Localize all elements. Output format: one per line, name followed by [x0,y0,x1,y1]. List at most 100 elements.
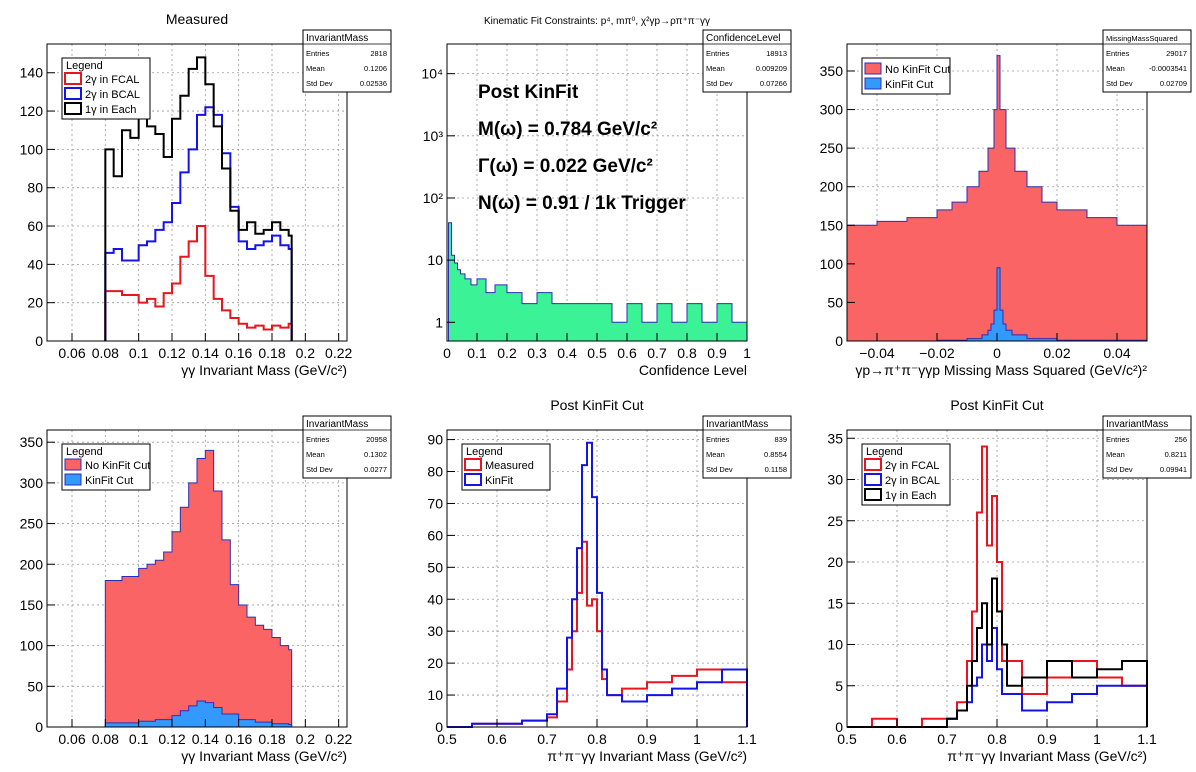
annotation-text: Post KinFit [478,82,579,103]
y-tick-label: 20 [427,655,443,671]
y-tick-label: 0 [835,333,843,349]
x-axis-label: π⁺π⁻γγ Invariant Mass (GeV/c²) [547,748,747,764]
y-tick-label: 10³ [423,128,444,144]
legend-label: No KinFit Cut [885,64,950,76]
x-tick-label: 0.8 [587,731,607,747]
y-tick-label: 25 [827,513,843,529]
y-tick-label: 200 [820,179,844,195]
y-tick-label: 350 [20,434,44,450]
y-tick-label: 10 [427,687,443,703]
stats-value: 839 [774,435,787,444]
y-tick-label: 60 [27,218,43,234]
annotation-text: Γ(ω) = 0.022 GeV/c² [478,156,653,177]
legend-label: No KinFit Cut [85,460,150,472]
x-axis-label: γp→π⁺π⁻γγp Missing Mass Squared (GeV/c²)… [855,362,1147,378]
legend-swatch [864,488,882,501]
x-tick-label: 0.2 [497,345,517,361]
y-tick-label: 100 [20,638,44,654]
stats-box [1102,415,1192,479]
y-tick-label: 150 [20,597,44,613]
histogram-fill-1 [104,449,293,728]
chart-panel-3: −0.04 −0.02 0 0.02 0.04 0 50 100 150 200 250 300 350… [820,29,1192,378]
y-tick-label: 200 [20,556,44,572]
stats-label: Std Dev [706,79,733,88]
y-tick-label: 100 [20,141,44,157]
y-tick-label: 20 [27,295,43,311]
legend-swatch [64,473,82,486]
stats-value: 0.09941 [1160,465,1187,474]
stats-name: ConfidenceLevel [706,33,781,44]
x-tick-label: 0 [993,345,1001,361]
x-tick-label: 0.1 [467,345,487,361]
histogram-line-1 [847,445,1148,728]
y-tick-label: 15 [827,595,843,611]
y-tick-label: 50 [827,294,843,310]
x-tick-label: 0.8 [987,731,1007,747]
x-axis-label: Confidence Level [639,362,747,378]
histogram-line-3 [847,577,1148,728]
x-tick-label: 0.7 [537,731,557,747]
x-tick-label: 0.6 [487,731,507,747]
stats-box [1102,29,1192,93]
y-tick-label: 350 [820,63,844,79]
y-tick-label: 40 [27,256,43,272]
legend-title: Legend [66,60,103,72]
x-tick-label: 0.4 [557,345,577,361]
chart-title: Post KinFit Cut [550,397,643,413]
legend-swatch [864,77,882,90]
y-tick-label: 0 [835,719,843,735]
y-tick-label: 30 [427,623,443,639]
x-tick-label: 0.9 [637,731,657,747]
y-tick-label: 60 [427,527,443,543]
y-tick-label: 30 [827,472,843,488]
stats-value: 0.009209 [756,64,787,73]
y-tick-label: 40 [427,591,443,607]
legend-swatch [864,62,882,75]
stats-label: Entries [306,49,330,58]
legend-label: KinFit Cut [885,79,933,91]
stats-label: Mean [706,450,725,459]
y-tick-label: 300 [820,102,844,118]
legend-swatch [464,473,482,486]
y-tick-label: 0 [35,719,43,735]
x-tick-label: 1.1 [1137,731,1157,747]
x-tick-label: 0.08 [92,345,119,361]
stats-label: Entries [1106,49,1130,58]
stats-value: 0.0277 [364,465,387,474]
legend-label: 2γ in BCAL [885,475,940,487]
stats-value: -0.0003541 [1149,64,1187,73]
y-tick-label: 90 [427,432,443,448]
x-axis-label: γγ Invariant Mass (GeV/c²) [181,748,347,764]
x-tick-label: 0.6 [617,345,637,361]
y-tick-label: 10 [427,252,443,268]
stats-name: MissingMassSquared [1106,34,1178,43]
legend-box [461,443,551,491]
stats-name: InvariantMass [1106,419,1168,430]
legend-label: KinFit Cut [85,475,133,487]
x-tick-label: 0.06 [58,345,85,361]
stats-name: InvariantMass [306,419,368,430]
y-tick-label: 70 [427,495,443,511]
stats-label: Std Dev [1106,79,1133,88]
x-tick-label: 0.7 [937,731,957,747]
x-tick-label: 1 [743,345,751,361]
x-tick-label: −0.04 [859,345,895,361]
x-tick-label: 1 [693,731,701,747]
x-tick-label: 0.5 [837,731,857,747]
annotation-text: M(ω) = 0.784 GeV/c² [478,119,657,140]
y-tick-label: 5 [835,678,843,694]
x-tick-label: 0.12 [158,345,185,361]
x-tick-label: 0.5 [437,731,457,747]
plot-frame [46,43,348,342]
x-tick-label: 1.1 [737,731,757,747]
x-tick-label: 0.6 [887,731,907,747]
stats-label: Mean [706,64,725,73]
histogram-line-3 [104,56,293,341]
legend-label: 1γ in Each [885,490,936,502]
chart-panel-2: 0 0.1 0.2 0.3 0.4 0.5 0.6 0.7 0.8 0.9 1 1 10 10² 10³ 10… [421,16,792,378]
stats-label: Std Dev [306,79,333,88]
y-tick-label: 150 [820,217,844,233]
x-tick-label: 0.1 [129,731,149,747]
x-tick-label: 0.18 [258,345,285,361]
x-tick-label: 0.16 [225,345,252,361]
